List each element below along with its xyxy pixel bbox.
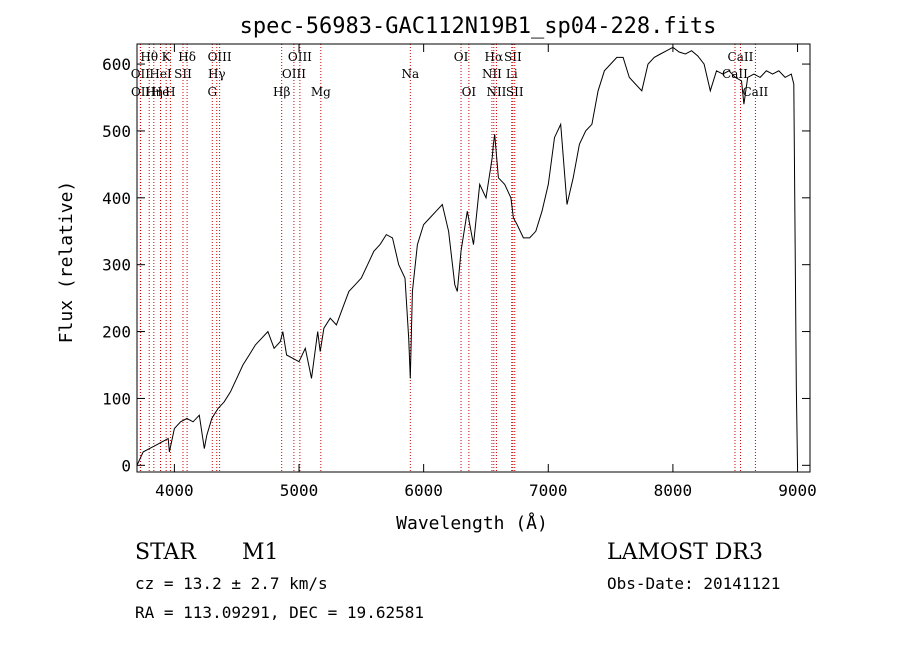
object-subclass: M1 bbox=[242, 540, 279, 565]
line-marker-label: SII bbox=[504, 50, 522, 64]
line-marker-label: Hη bbox=[145, 85, 163, 99]
line-marker-label: Hδ bbox=[178, 50, 196, 64]
line-marker-label: Hβ bbox=[273, 85, 290, 99]
line-marker-label: CaII bbox=[728, 50, 754, 64]
y-tick-label: 200 bbox=[102, 323, 131, 342]
x-tick-label: 7000 bbox=[529, 481, 568, 500]
x-tick-label: 5000 bbox=[280, 481, 319, 500]
object-class: STAR bbox=[135, 540, 196, 565]
survey-release: LAMOST DR3 bbox=[607, 540, 763, 565]
line-marker-label: SII bbox=[174, 67, 192, 81]
line-marker-label: NII bbox=[486, 85, 506, 99]
line-marker-label: H bbox=[165, 85, 175, 99]
x-axis-label: Wavelength (Å) bbox=[396, 512, 548, 534]
x-tick-label: 4000 bbox=[155, 481, 194, 500]
line-marker-label: Mg bbox=[311, 85, 331, 99]
line-marker-label: OIII bbox=[282, 67, 306, 81]
line-marker-label: CaII bbox=[742, 85, 768, 99]
spectrum-line bbox=[136, 46, 798, 466]
y-axis-label: Flux (relative) bbox=[56, 181, 77, 344]
line-marker-label: Li bbox=[506, 67, 518, 81]
y-tick-label: 600 bbox=[102, 55, 131, 74]
y-tick-label: 0 bbox=[121, 456, 131, 475]
line-marker-label: OI bbox=[462, 85, 477, 99]
y-tick-label: 500 bbox=[102, 122, 131, 141]
line-marker-label: OIII bbox=[208, 50, 232, 64]
line-marker-label: OIII bbox=[288, 50, 312, 64]
line-marker-label: G bbox=[207, 85, 217, 99]
line-marker-label: HeI bbox=[149, 67, 172, 81]
axis-ticks: 4000 5000 6000 7000 8000 9000 0 100 200 300 400 500… bbox=[102, 44, 817, 500]
x-tick-label: 6000 bbox=[404, 481, 443, 500]
line-marker-label: CaII bbox=[722, 67, 748, 81]
y-tick-label: 400 bbox=[102, 189, 131, 208]
line-marker-label: Hα bbox=[485, 50, 504, 64]
line-marker-label: K bbox=[162, 50, 172, 64]
line-marker-label: SII bbox=[506, 85, 524, 99]
line-marker-label: OI bbox=[454, 50, 469, 64]
line-marker-label: OII bbox=[131, 85, 151, 99]
line-marker-label: Hθ bbox=[140, 50, 158, 64]
x-tick-label: 8000 bbox=[654, 481, 693, 500]
chart-title: spec-56983-GAC112N19B1_sp04-228.fits bbox=[240, 14, 717, 39]
y-tick-label: 300 bbox=[102, 256, 131, 275]
ra-dec-coords: RA = 113.09291, DEC = 19.62581 bbox=[135, 603, 424, 622]
line-marker-label: NII bbox=[482, 67, 502, 81]
line-marker-label: Na bbox=[401, 67, 419, 81]
obs-date: Obs-Date: 20141121 bbox=[607, 574, 781, 593]
plot-frame bbox=[136, 43, 811, 473]
redshift-cz: cz = 13.2 ± 2.7 km/s bbox=[135, 574, 328, 593]
x-tick-label: 9000 bbox=[778, 481, 817, 500]
line-marker-label: Hγ bbox=[208, 67, 226, 81]
y-tick-label: 100 bbox=[102, 389, 131, 408]
